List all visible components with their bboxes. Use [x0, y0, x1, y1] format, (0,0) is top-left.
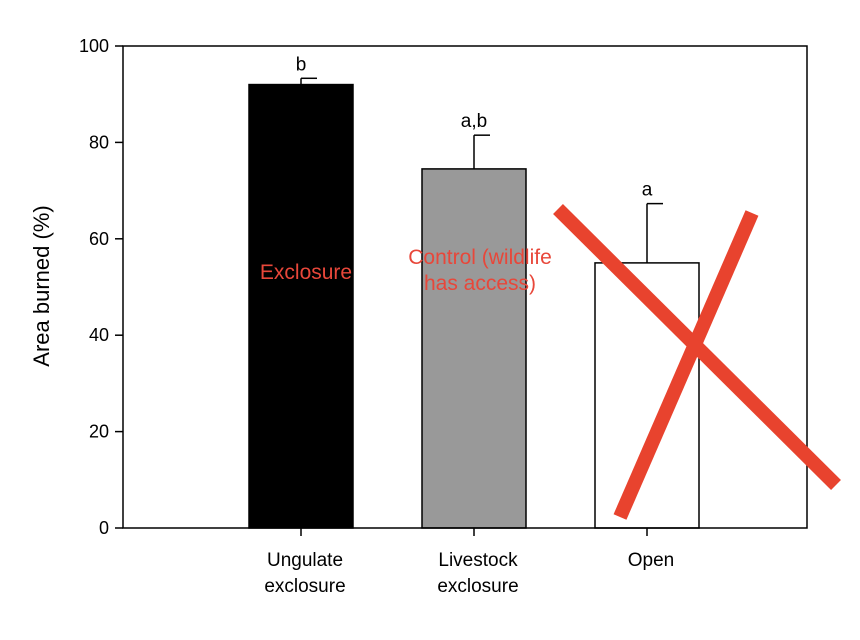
- cross-stroke-2: [613, 210, 759, 520]
- x-axis-categories: Ungulate exclosure Livestock exclosure Open: [264, 528, 674, 597]
- y-axis-label: Area burned (%): [29, 205, 54, 366]
- annotations: Exclosure Control (wildlife has access): [260, 246, 552, 295]
- error-bars: [300, 77, 663, 263]
- y-tick-label-100: 100: [79, 36, 109, 56]
- bar-2: [421, 168, 527, 529]
- y-tick-label-0: 0: [99, 518, 109, 538]
- annotation-1: Exclosure: [260, 261, 352, 284]
- significance-letter-2: a,b: [461, 111, 487, 132]
- y-tick-label-80: 80: [89, 132, 109, 152]
- y-tick-label-40: 40: [89, 325, 109, 345]
- significance-letter-3: a: [642, 180, 653, 201]
- y-tick-label-60: 60: [89, 229, 109, 249]
- significance-letter-1: b: [296, 54, 307, 75]
- annotation-2: Control (wildlife has access): [408, 246, 552, 295]
- plot-frame: [122, 45, 808, 529]
- category-label-1: Ungulate exclosure: [264, 550, 345, 597]
- cross-out-mark: [553, 204, 841, 520]
- significance-letters: b a,b a: [296, 54, 653, 200]
- axes: [122, 45, 808, 529]
- category-label-2: Livestock exclosure: [437, 550, 518, 597]
- bar-1: [248, 83, 354, 529]
- y-axis-ticks: 0 20 40 60 80 100: [79, 36, 123, 538]
- y-tick-label-20: 20: [89, 422, 109, 442]
- category-label-3: Open: [628, 550, 674, 571]
